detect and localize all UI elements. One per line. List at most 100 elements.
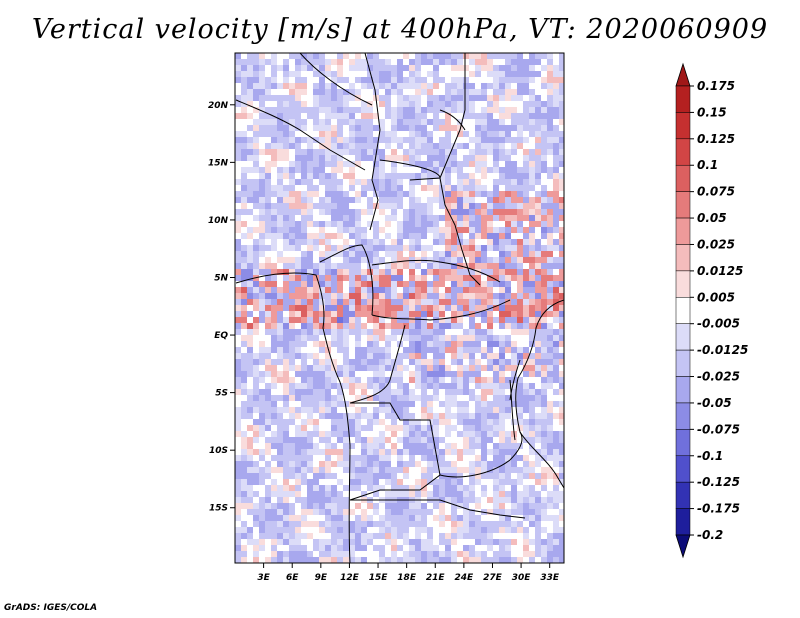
colorbar-min-arrow xyxy=(675,534,691,559)
field-cell xyxy=(391,77,397,83)
field-cell xyxy=(469,551,475,557)
field-cell xyxy=(301,479,307,485)
field-cell xyxy=(499,431,505,437)
field-cell xyxy=(271,263,277,269)
field-cell xyxy=(421,161,427,167)
field-cell xyxy=(367,359,373,365)
field-cell xyxy=(493,269,499,275)
field-cell xyxy=(319,341,325,347)
field-cell xyxy=(439,353,445,359)
field-cell xyxy=(235,83,241,89)
field-cell xyxy=(535,317,541,323)
field-cell xyxy=(505,359,511,365)
field-cell xyxy=(541,77,547,83)
field-cell xyxy=(445,497,451,503)
field-cell xyxy=(499,233,505,239)
field-cell xyxy=(529,131,535,137)
field-cell xyxy=(439,359,445,365)
field-cell xyxy=(355,65,361,71)
field-cell xyxy=(379,455,385,461)
field-cell xyxy=(355,503,361,509)
field-cell xyxy=(235,257,241,263)
field-cell xyxy=(445,527,451,533)
field-cell xyxy=(397,551,403,557)
field-cell xyxy=(391,209,397,215)
field-cell xyxy=(319,461,325,467)
field-cell xyxy=(559,545,564,551)
field-cell xyxy=(505,179,511,185)
field-cell xyxy=(559,443,564,449)
field-cell xyxy=(493,227,499,233)
field-cell xyxy=(505,77,511,83)
field-cell xyxy=(247,419,253,425)
field-cell xyxy=(499,383,505,389)
field-cell xyxy=(535,503,541,509)
field-cell xyxy=(337,431,343,437)
field-cell xyxy=(385,137,391,143)
field-cell xyxy=(337,527,343,533)
field-cell xyxy=(415,137,421,143)
field-cell xyxy=(439,299,445,305)
field-cell xyxy=(553,293,559,299)
field-cell xyxy=(277,557,283,563)
field-cell xyxy=(253,335,259,341)
field-cell xyxy=(463,299,469,305)
field-cell xyxy=(367,155,373,161)
field-cell xyxy=(409,401,415,407)
field-cell xyxy=(493,455,499,461)
field-cell xyxy=(349,551,355,557)
field-cell xyxy=(247,359,253,365)
field-cell xyxy=(325,335,331,341)
field-cell xyxy=(403,479,409,485)
field-cell xyxy=(475,545,481,551)
field-cell xyxy=(373,179,379,185)
field-cell xyxy=(259,485,265,491)
field-cell xyxy=(247,275,253,281)
field-cell xyxy=(283,395,289,401)
field-cell xyxy=(343,323,349,329)
field-cell xyxy=(241,251,247,257)
field-cell xyxy=(547,473,553,479)
field-cell xyxy=(367,557,373,563)
field-cell xyxy=(499,59,505,65)
field-cell xyxy=(469,383,475,389)
field-cell xyxy=(307,341,313,347)
field-cell xyxy=(325,353,331,359)
field-cell xyxy=(301,509,307,515)
field-cell xyxy=(265,455,271,461)
field-cell xyxy=(439,203,445,209)
field-cell xyxy=(511,281,517,287)
field-cell xyxy=(487,287,493,293)
field-cell xyxy=(409,485,415,491)
field-cell xyxy=(553,197,559,203)
field-cell xyxy=(349,353,355,359)
field-cell xyxy=(283,419,289,425)
field-cell xyxy=(445,437,451,443)
field-cell xyxy=(415,293,421,299)
field-cell xyxy=(397,299,403,305)
field-cell xyxy=(433,527,439,533)
field-cell xyxy=(253,485,259,491)
field-cell xyxy=(259,443,265,449)
field-cell xyxy=(451,263,457,269)
field-cell xyxy=(283,323,289,329)
field-cell xyxy=(319,179,325,185)
field-cell xyxy=(439,557,445,563)
field-cell xyxy=(349,65,355,71)
field-cell xyxy=(277,119,283,125)
field-cell xyxy=(487,461,493,467)
field-cell xyxy=(241,311,247,317)
field-cell xyxy=(343,263,349,269)
field-cell xyxy=(271,155,277,161)
field-cell xyxy=(505,101,511,107)
field-cell xyxy=(325,503,331,509)
field-cell xyxy=(487,371,493,377)
field-cell xyxy=(415,449,421,455)
field-cell xyxy=(247,197,253,203)
field-cell xyxy=(427,149,433,155)
field-cell xyxy=(259,239,265,245)
field-cell xyxy=(493,527,499,533)
field-cell xyxy=(547,251,553,257)
field-cell xyxy=(379,191,385,197)
field-cell xyxy=(265,359,271,365)
